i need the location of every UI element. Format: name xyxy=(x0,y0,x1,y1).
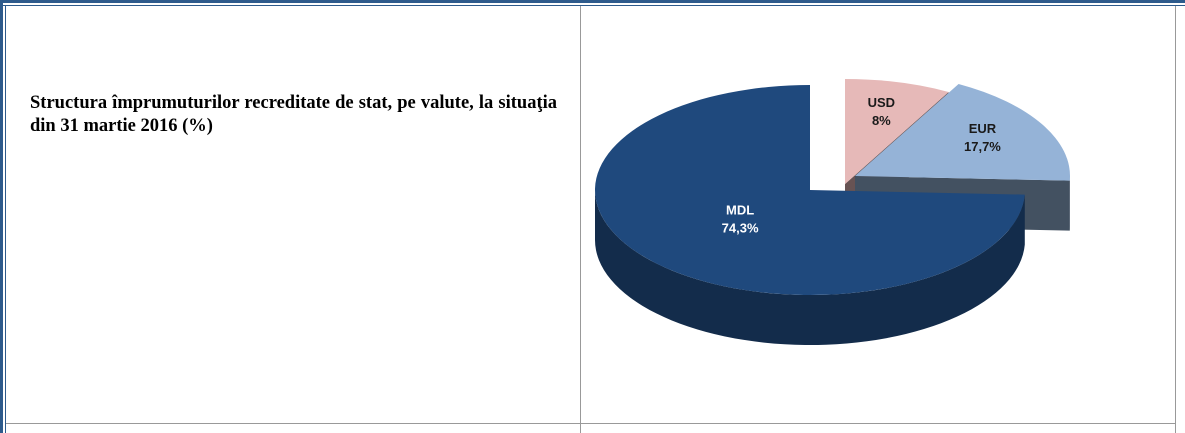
chart-title: Structura împrumuturilor recreditate de … xyxy=(30,93,557,136)
slice-label: USD xyxy=(868,95,895,110)
slice-value-label: 74,3% xyxy=(722,221,759,236)
left-border xyxy=(0,0,3,433)
slice-label: EUR xyxy=(969,121,997,136)
slice xyxy=(855,83,1071,181)
slice xyxy=(594,85,1025,295)
slice-label: MDL xyxy=(726,203,754,218)
slice xyxy=(845,79,949,184)
top-border-inner xyxy=(0,5,1185,6)
left-border-inner xyxy=(5,5,6,433)
slice-value-label: 8% xyxy=(872,113,891,128)
top-border xyxy=(0,0,1185,3)
slice-value-label: 17,7% xyxy=(964,139,1001,154)
slice-side xyxy=(595,190,1025,346)
